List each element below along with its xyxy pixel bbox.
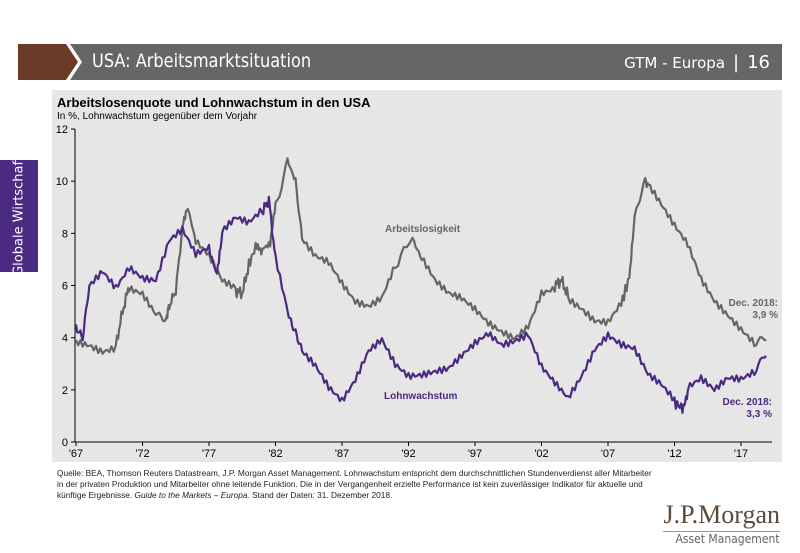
logo-name: J.P.Morgan xyxy=(663,500,780,532)
page-title: USA: Arbeitsmarktsituation xyxy=(92,50,312,72)
series-line-lohnwachstum xyxy=(74,195,768,414)
x-tick-label: '17 xyxy=(734,448,748,460)
y-tick-label: 0 xyxy=(62,437,68,449)
label-arbeitslosigkeit: Arbeitslosigkeit xyxy=(385,224,461,235)
header-arrow-icon xyxy=(18,44,82,80)
y-tick-label: 6 xyxy=(62,281,68,293)
y-tick-label: 4 xyxy=(62,333,68,345)
header-bar xyxy=(18,44,782,80)
y-tick-label: 12 xyxy=(56,124,68,136)
source-note: Quelle: BEA, Thomson Reuters Datastream,… xyxy=(57,468,657,501)
x-tick-label: '92 xyxy=(401,448,415,460)
page-number: 16 xyxy=(747,52,770,73)
label-lohnwachstum: Lohnwachstum xyxy=(384,391,457,402)
separator: | xyxy=(733,52,740,73)
end-label-wage-date: Dec. 2018: xyxy=(723,397,772,408)
x-tick-label: '97 xyxy=(468,448,482,460)
logo-sub: Asset Management xyxy=(675,532,780,546)
end-label-wage-value: 3,3 % xyxy=(746,409,772,420)
chart-panel xyxy=(52,90,782,462)
header-right: GTM - Europa | 16 xyxy=(624,52,770,73)
chart-subtitle: In %, Lohnwachstum gegenüber dem Vorjahr xyxy=(57,111,258,122)
x-tick-label: '87 xyxy=(335,448,349,460)
x-tick-label: '82 xyxy=(268,448,282,460)
source-italic: Guide to the Markets – Europa. xyxy=(134,490,250,500)
end-label-unemployment-value: 3,9 % xyxy=(752,310,778,321)
logo: J.P.Morgan Asset Management xyxy=(663,500,780,546)
section-tab: Globale Wirtschaft xyxy=(0,156,38,276)
y-tick-label: 8 xyxy=(62,228,68,240)
x-tick-label: '67 xyxy=(69,448,83,460)
end-label-unemployment-date: Dec. 2018: xyxy=(729,298,778,309)
source-end: Stand der Daten: 31. Dezember 2018. xyxy=(249,490,393,500)
x-tick-label: '72 xyxy=(135,448,149,460)
x-tick-label: '77 xyxy=(202,448,216,460)
chart-title: Arbeitslosenquote und Lohnwachstum in de… xyxy=(57,95,371,110)
x-tick-label: '07 xyxy=(601,448,615,460)
y-tick-label: 10 xyxy=(56,176,68,188)
x-tick-label: '12 xyxy=(667,448,681,460)
source-text: Quelle: BEA, Thomson Reuters Datastream,… xyxy=(57,468,652,500)
y-tick-label: 2 xyxy=(62,385,68,397)
series-name: GTM - Europa xyxy=(624,54,726,72)
x-tick-label: '02 xyxy=(534,448,548,460)
series-line-arbeitslosigkeit xyxy=(74,157,767,355)
